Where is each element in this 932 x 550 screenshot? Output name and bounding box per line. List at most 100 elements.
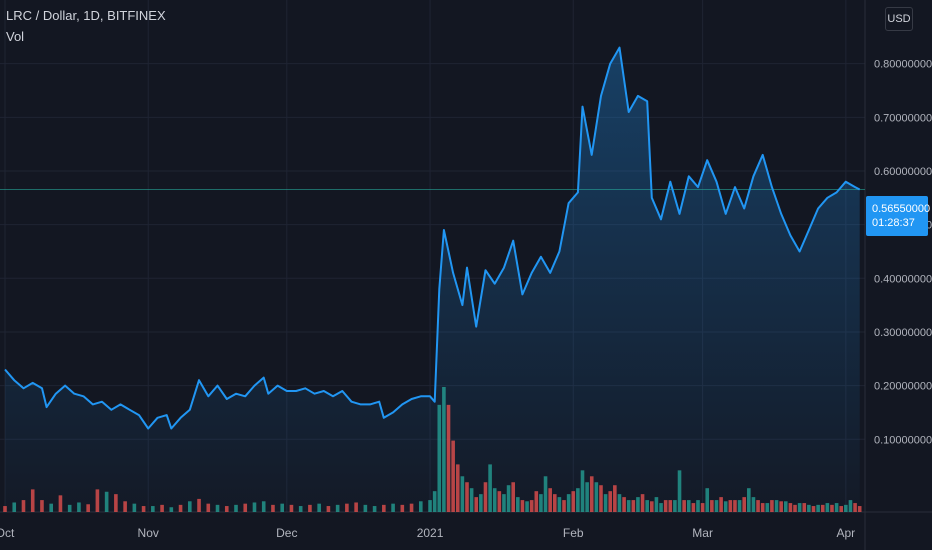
volume-bar bbox=[834, 503, 839, 512]
y-tick-label: 0.70000000 bbox=[874, 112, 932, 124]
y-tick-label: 0.80000000 bbox=[874, 59, 932, 71]
volume-bar bbox=[710, 500, 714, 512]
volume-bar bbox=[839, 506, 844, 512]
volume-bar bbox=[608, 491, 613, 512]
volume-bar bbox=[506, 485, 511, 512]
volume-bar bbox=[437, 404, 442, 512]
volume-bar bbox=[511, 482, 515, 512]
volume-bar bbox=[197, 498, 201, 512]
volume-bar bbox=[705, 488, 710, 512]
y-tick-label: 0.10000000 bbox=[874, 434, 932, 446]
volume-bar bbox=[844, 504, 848, 512]
volume-bar bbox=[650, 501, 654, 512]
volume-bar bbox=[539, 494, 543, 512]
y-tick-label: 0.30000000 bbox=[874, 327, 932, 339]
volume-bar bbox=[86, 504, 90, 512]
volume-bar bbox=[654, 497, 659, 512]
bar-countdown: 01:28:37 bbox=[872, 217, 915, 229]
volume-bar bbox=[853, 503, 857, 512]
y-tick-label: 0.20000000 bbox=[874, 381, 932, 393]
volume-bar bbox=[668, 500, 673, 512]
volume-bar bbox=[566, 494, 571, 512]
volume-bar bbox=[691, 503, 696, 512]
volume-bar bbox=[756, 500, 760, 512]
volume-bar bbox=[747, 488, 751, 512]
last-price-tag: 0.56550000 01:28:37 bbox=[866, 196, 931, 236]
volume-bar bbox=[169, 507, 174, 512]
x-tick-label: Apr bbox=[836, 526, 855, 540]
volume-bar bbox=[548, 488, 552, 512]
volume-bar bbox=[479, 494, 483, 512]
volume-bar bbox=[529, 500, 534, 512]
volume-bar bbox=[206, 503, 211, 512]
volume-bar bbox=[552, 494, 557, 512]
volume-bar bbox=[67, 504, 72, 512]
volume-bar bbox=[382, 504, 386, 512]
chart-legend: LRC / Dollar, 1D, BITFINEX Vol bbox=[6, 5, 166, 47]
volume-bar bbox=[783, 501, 788, 512]
volume-bar bbox=[728, 500, 733, 512]
volume-bar bbox=[788, 503, 793, 512]
volume-bar bbox=[700, 503, 705, 512]
time-axis[interactable]: Oct Nov Dec 2021 Feb Mar Apr bbox=[0, 526, 855, 540]
volume-bar bbox=[820, 504, 825, 512]
volume-bar bbox=[562, 500, 566, 512]
volume-bar bbox=[308, 504, 312, 512]
volume-bar bbox=[673, 500, 677, 512]
volume-bar bbox=[261, 501, 266, 512]
volume-bar bbox=[534, 491, 539, 512]
volume-indicator-label[interactable]: Vol bbox=[6, 29, 25, 44]
volume-bar bbox=[492, 488, 497, 512]
volume-bar bbox=[502, 494, 506, 512]
volume-bar bbox=[603, 494, 608, 512]
x-tick-label: 2021 bbox=[417, 526, 444, 540]
volume-bar bbox=[659, 503, 663, 512]
volume-bar bbox=[141, 506, 146, 512]
currency-button[interactable]: USD bbox=[885, 7, 913, 31]
volume-bar bbox=[363, 504, 368, 512]
volume-bar bbox=[488, 464, 492, 512]
volume-bar bbox=[760, 503, 765, 512]
volume-bar bbox=[571, 491, 576, 512]
volume-bar bbox=[419, 501, 423, 512]
volume-bar bbox=[589, 476, 594, 512]
volume-bar bbox=[742, 497, 746, 512]
volume-bar bbox=[825, 503, 830, 512]
volume-bar bbox=[497, 491, 502, 512]
volume-bar bbox=[696, 500, 700, 512]
volume-bar bbox=[400, 504, 405, 512]
volume-bars bbox=[3, 387, 862, 512]
symbol-title[interactable]: LRC / Dollar, 1D, BITFINEX bbox=[6, 8, 166, 23]
volume-bar bbox=[636, 497, 640, 512]
volume-bar bbox=[811, 506, 816, 512]
volume-bar bbox=[737, 500, 742, 512]
price-area bbox=[5, 47, 860, 512]
volume-bar bbox=[576, 488, 580, 512]
volume-bar bbox=[326, 506, 331, 512]
volume-bar bbox=[677, 470, 682, 512]
volume-bar bbox=[354, 502, 358, 512]
volume-bar bbox=[585, 482, 589, 512]
x-tick-label: Feb bbox=[563, 526, 584, 540]
volume-bar bbox=[252, 502, 257, 512]
volume-bar bbox=[543, 476, 548, 512]
volume-bar bbox=[234, 504, 238, 512]
volume-bar bbox=[663, 500, 668, 512]
volume-bar bbox=[243, 503, 248, 512]
volume-bar bbox=[686, 500, 691, 512]
x-tick-label: Oct bbox=[0, 526, 15, 540]
volume-bar bbox=[455, 464, 460, 512]
volume-bar bbox=[95, 489, 100, 512]
volume-bar bbox=[317, 503, 321, 512]
volume-bar bbox=[733, 500, 737, 512]
volume-bar bbox=[626, 500, 631, 512]
last-price-value: 0.56550000 bbox=[872, 203, 931, 215]
x-tick-label: Dec bbox=[276, 526, 297, 540]
volume-bar bbox=[345, 503, 349, 512]
volume-bar bbox=[714, 500, 719, 512]
volume-bar bbox=[215, 504, 220, 512]
volume-bar bbox=[631, 500, 636, 512]
volume-bar bbox=[224, 506, 229, 512]
volume-bar bbox=[335, 504, 340, 512]
